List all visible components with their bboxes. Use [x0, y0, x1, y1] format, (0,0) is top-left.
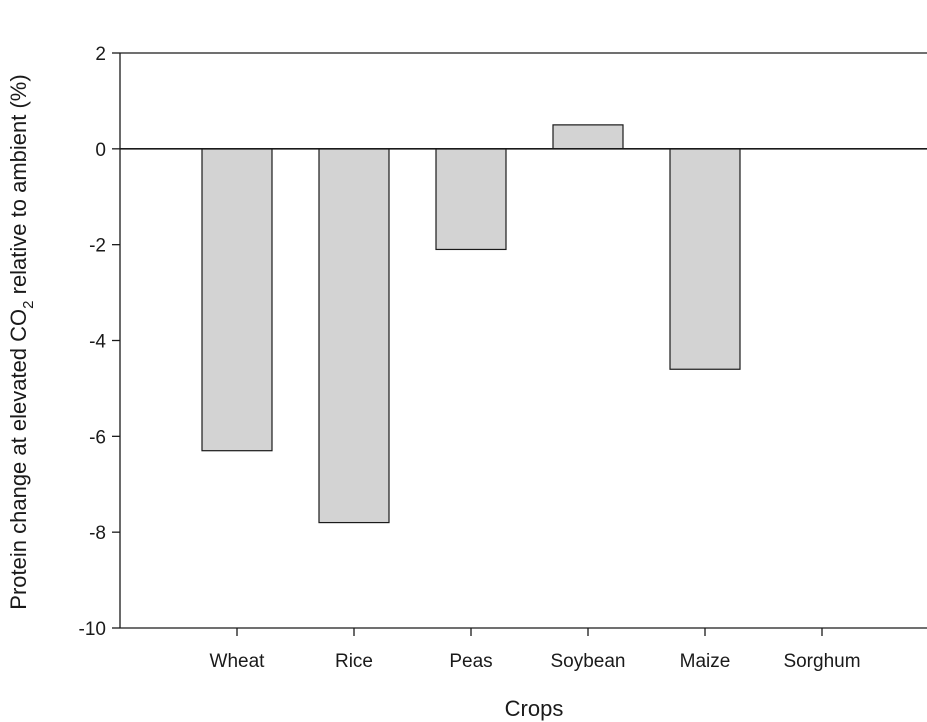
- x-category-label: Maize: [680, 651, 731, 672]
- bar-soybean: [552, 124, 624, 150]
- y-tick-label: -2: [89, 236, 106, 257]
- x-category-label: Sorghum: [783, 651, 860, 672]
- y-ticks: 2 0 -2 -4 -6 -8 -10: [79, 44, 120, 640]
- y-tick-label: 0: [95, 140, 106, 161]
- y-tick-label: -6: [89, 427, 106, 448]
- x-category-label: Peas: [449, 651, 492, 672]
- y-axis-title-rest: relative to ambient (%): [6, 74, 31, 300]
- x-category-label: Soybean: [550, 651, 625, 672]
- y-axis-title: Protein change at elevated CO2 relative …: [6, 74, 37, 609]
- bars-layer: [201, 124, 741, 524]
- bar-wheat: [201, 148, 273, 452]
- x-category-label: Rice: [335, 651, 373, 672]
- y-tick-label: -10: [79, 619, 106, 640]
- x-category-label: Wheat: [210, 651, 266, 672]
- y-axis-title-main: Protein change at elevated CO: [6, 309, 31, 610]
- bar-rice: [318, 148, 390, 524]
- x-axis-title: Crops: [505, 696, 564, 721]
- bar-maize: [669, 148, 741, 370]
- x-ticks: Wheat Rice Peas Soybean Maize Sorghum: [210, 628, 861, 672]
- y-axis-title-subscript: 2: [20, 301, 37, 309]
- y-tick-label: -8: [89, 523, 106, 544]
- bar-peas: [435, 148, 507, 251]
- y-tick-label: 2: [95, 44, 106, 65]
- y-tick-label: -4: [89, 332, 106, 353]
